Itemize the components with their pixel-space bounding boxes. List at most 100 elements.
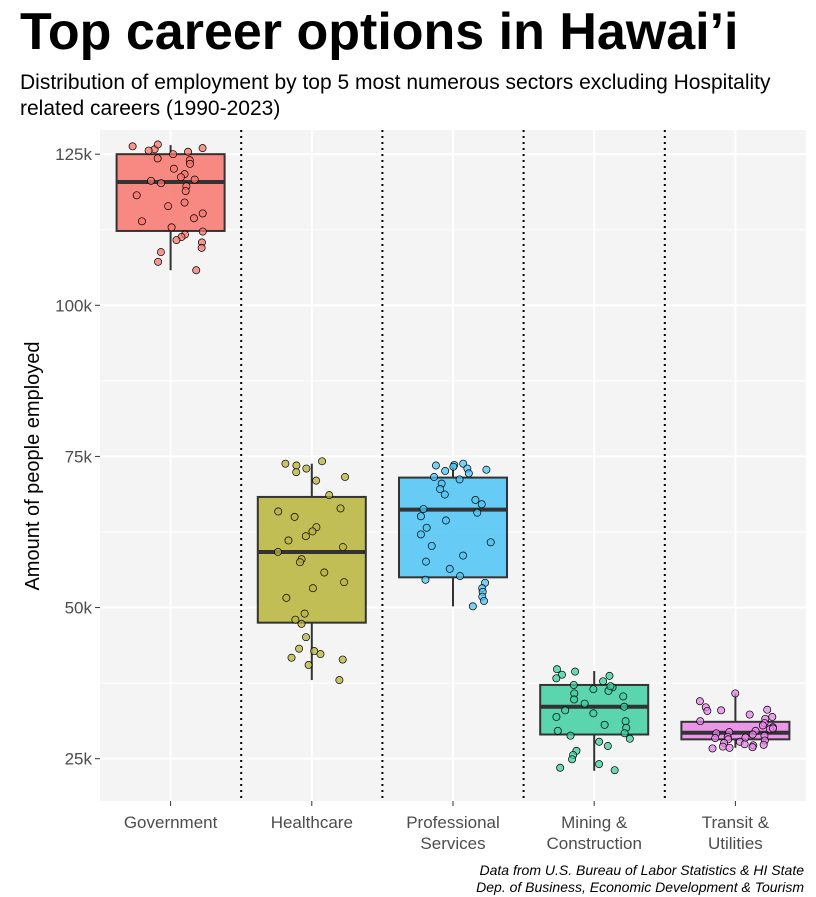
x-tick-label-line: Transit & [702, 813, 770, 832]
data-point [768, 713, 777, 721]
data-point [763, 705, 772, 714]
data-point [566, 731, 575, 740]
y-axis-label: Amount of people employed [22, 341, 44, 590]
y-tick-label: 125k [55, 145, 92, 164]
data-point [192, 266, 201, 275]
data-point [621, 717, 630, 726]
data-point [553, 726, 562, 735]
y-tick-label: 100k [55, 296, 92, 315]
data-point [464, 469, 473, 478]
data-point [336, 504, 345, 513]
data-point [198, 144, 207, 153]
data-point [156, 248, 165, 257]
x-axis: Government Healthcare Professional Services… [124, 801, 770, 853]
data-point [287, 653, 296, 662]
data-point [190, 214, 198, 223]
x-tick-label: Mining & Construction [546, 813, 641, 853]
caption-line-2: Dep. of Business, Economic Development &… [476, 879, 804, 895]
data-point [427, 541, 436, 550]
data-point [695, 697, 704, 706]
data-point [740, 740, 749, 749]
data-point [568, 755, 577, 764]
data-point [153, 140, 162, 149]
data-point [296, 558, 304, 567]
x-tick-label: Professional Services [406, 813, 500, 853]
data-point [153, 154, 162, 163]
data-point [157, 179, 165, 188]
data-point [748, 730, 757, 739]
x-tick-label: Healthcare [271, 813, 353, 832]
data-point [292, 468, 301, 477]
box [256, 495, 367, 624]
data-point [304, 661, 313, 669]
data-point [589, 685, 598, 694]
source-caption: Data from U.S. Bureau of Labor Statistic… [476, 862, 804, 896]
data-point [318, 457, 327, 466]
data-point [459, 551, 468, 560]
data-point [571, 667, 580, 676]
data-point [292, 461, 301, 470]
data-point [449, 462, 458, 471]
y-tick-label: 50k [65, 599, 93, 618]
data-point [180, 198, 189, 207]
data-point [456, 572, 465, 581]
chart-subtitle: Distribution of employment by top 5 most… [20, 71, 771, 120]
data-point [190, 175, 199, 184]
data-point [198, 227, 207, 236]
data-point [468, 602, 477, 611]
data-point [558, 670, 566, 679]
points-group [128, 140, 777, 775]
data-point [718, 742, 727, 751]
data-point [759, 740, 768, 749]
data-point [172, 236, 181, 244]
data-point [419, 505, 428, 513]
data-point [610, 766, 619, 775]
data-point [167, 223, 176, 232]
data-point [595, 737, 604, 746]
data-point [295, 644, 304, 653]
data-point [198, 209, 207, 218]
x-tick-label-line: Construction [546, 834, 641, 853]
data-point [181, 187, 190, 196]
data-point [769, 724, 777, 733]
data-point [290, 512, 299, 521]
data-point [473, 508, 482, 517]
data-point [570, 695, 579, 704]
data-point [620, 702, 629, 711]
data-point [312, 476, 321, 485]
chart-title: Top career options in Hawai’i [20, 3, 739, 61]
data-point [480, 596, 488, 605]
data-point [281, 459, 290, 468]
data-point [147, 176, 155, 185]
category-separators [240, 130, 666, 801]
data-point [471, 496, 480, 504]
data-point [436, 485, 445, 494]
data-point [741, 733, 750, 742]
data-point [301, 532, 310, 541]
data-point [308, 527, 317, 536]
data-point [291, 615, 300, 624]
data-point [274, 507, 283, 516]
data-point [169, 150, 178, 159]
data-point [416, 512, 425, 521]
data-point [482, 465, 491, 474]
data-point [184, 147, 192, 156]
data-point [164, 202, 173, 211]
data-point [284, 536, 293, 545]
data-point [441, 466, 450, 475]
data-point [745, 710, 754, 719]
data-point [325, 491, 334, 500]
data-point [300, 609, 309, 618]
box [398, 476, 508, 579]
data-point [154, 257, 163, 266]
x-tick-label-line: Professional [406, 813, 500, 832]
x-tick-label: Transit & Utilities [702, 813, 770, 853]
data-point [197, 243, 206, 252]
data-point [580, 699, 589, 708]
data-point [430, 473, 439, 481]
data-point [703, 706, 712, 715]
data-point [176, 173, 185, 182]
data-point [625, 734, 634, 743]
data-point [561, 706, 570, 715]
